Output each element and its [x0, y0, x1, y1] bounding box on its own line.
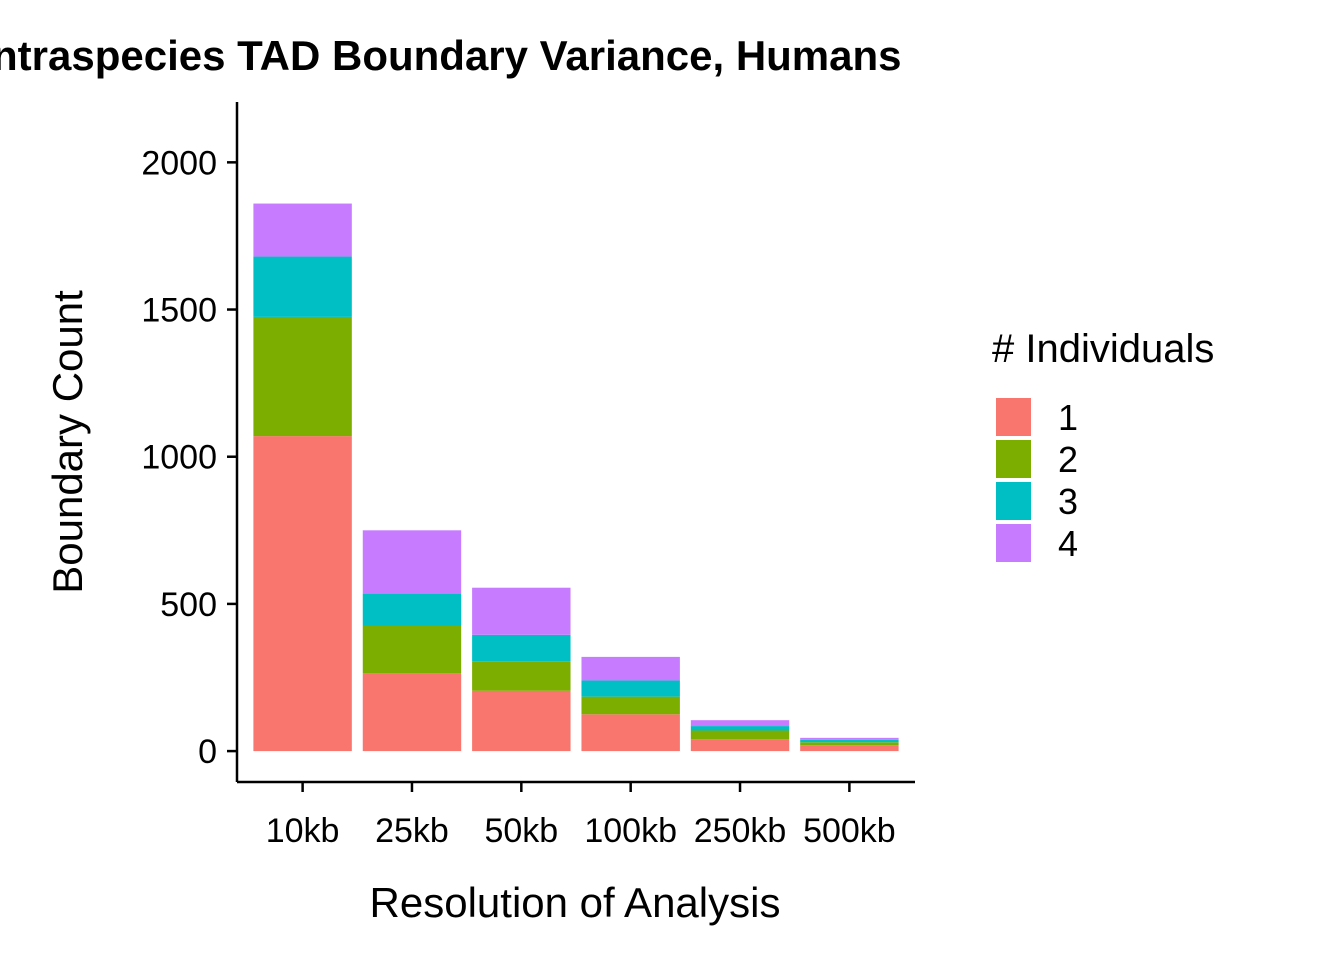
bar-25kb-individuals-4 [362, 530, 462, 594]
x-tick-label-100kb: 100kb [584, 812, 677, 850]
bar-100kb-individuals-2 [581, 696, 680, 715]
bar-500kb-individuals-1 [800, 745, 899, 752]
bar-500kb-individuals-3 [800, 739, 899, 743]
bar-500kb-individuals-2 [800, 742, 899, 746]
x-axis-ticks: 10kb 25kb 50kb 100kb 250kb 500kb [266, 782, 896, 850]
bar-10kb-individuals-2 [253, 316, 352, 437]
legend-label-4: 4 [1058, 523, 1078, 564]
legend-label-2: 2 [1058, 439, 1078, 480]
bar-50kb-individuals-2 [472, 661, 571, 691]
bar-50kb-individuals-3 [472, 634, 571, 662]
bar-10kb-individuals-4 [253, 203, 352, 257]
bar-25kb-individuals-1 [362, 673, 462, 752]
chart-title: ntraspecies TAD Boundary Variance, Human… [0, 32, 902, 79]
y-tick-label: 2000 [141, 144, 217, 182]
bar-250kb-individuals-3 [690, 726, 790, 731]
y-axis-ticks: 0 500 1000 1500 2000 [141, 144, 237, 771]
bar-100kb-individuals-1 [581, 714, 680, 752]
legend-swatch-4 [996, 524, 1031, 562]
bar-250kb-individuals-2 [690, 730, 790, 740]
bar-100kb-individuals-3 [581, 680, 680, 697]
bars-layer [253, 203, 899, 752]
legend-label-3: 3 [1058, 481, 1078, 522]
x-axis-title: Resolution of Analysis [370, 879, 781, 926]
bar-250kb-individuals-1 [690, 739, 790, 752]
legend-swatch-2 [996, 440, 1031, 478]
y-tick-label: 0 [198, 733, 217, 771]
y-tick-label: 500 [160, 586, 217, 624]
x-tick-label-50kb: 50kb [484, 812, 558, 850]
legend-label-1: 1 [1058, 397, 1078, 438]
bar-500kb-individuals-4 [800, 737, 899, 740]
y-tick-label: 1000 [141, 439, 217, 477]
x-tick-label-500kb: 500kb [803, 812, 896, 850]
bar-25kb-individuals-3 [362, 593, 462, 626]
bar-10kb-individuals-3 [253, 256, 352, 317]
bar-250kb-individuals-4 [690, 720, 790, 727]
y-tick-label: 1500 [141, 292, 217, 330]
bar-50kb-individuals-4 [472, 587, 571, 635]
x-tick-label-250kb: 250kb [694, 812, 787, 850]
legend-swatch-3 [996, 482, 1031, 520]
x-tick-label-10kb: 10kb [266, 812, 340, 850]
bar-10kb-individuals-1 [253, 436, 352, 752]
legend-title: # Individuals [992, 327, 1214, 371]
bar-50kb-individuals-1 [472, 690, 571, 752]
y-axis-title: Boundary Count [44, 290, 91, 594]
legend-swatch-1 [996, 398, 1031, 436]
bar-25kb-individuals-2 [362, 625, 462, 674]
bar-100kb-individuals-4 [581, 656, 680, 681]
x-tick-label-25kb: 25kb [375, 812, 449, 850]
